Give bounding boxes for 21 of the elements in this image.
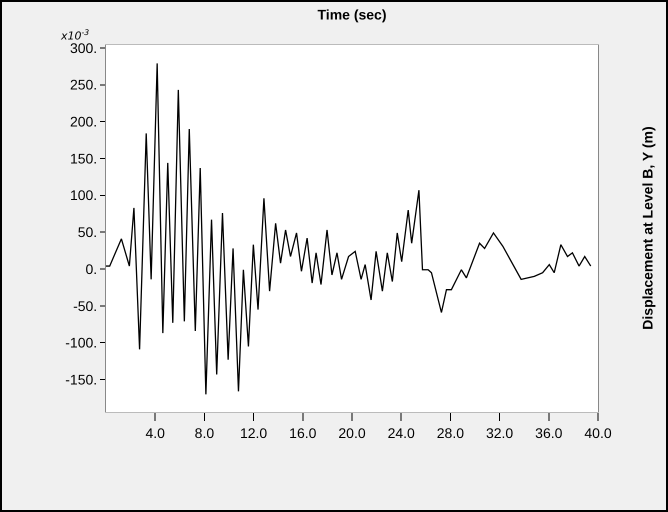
x-tick-label: 8.0 (194, 424, 214, 441)
x-tick-label: 24.0 (388, 424, 416, 441)
y-tick-label: 250. (70, 76, 98, 93)
y-tick-label: 200. (70, 114, 98, 130)
x-tick-label: 16.0 (289, 424, 317, 441)
y-tick-label: 0. (86, 260, 98, 277)
y-tick-label: 50. (78, 224, 98, 240)
x-tick-label: 4.0 (145, 424, 166, 441)
x-tick-label: 32.0 (486, 424, 514, 441)
y-tick-label: 100. (70, 187, 98, 204)
chart-title: Time (sec) (318, 6, 386, 22)
y-tick-label: -100. (65, 334, 98, 351)
y-tick-label: 150. (70, 150, 98, 166)
x-tick-label: 28.0 (436, 424, 464, 441)
x-tick-label: 40.0 (584, 424, 612, 441)
x-tick-label: 12.0 (240, 424, 268, 441)
y-axis-title: Displacement at Level B, Y (m) (640, 126, 656, 330)
y-tick-label: -150. (65, 371, 98, 388)
x-tick-label: 36.0 (535, 424, 563, 441)
x-tick-label: 20.0 (338, 424, 366, 441)
y-tick-label: -50. (73, 298, 98, 314)
